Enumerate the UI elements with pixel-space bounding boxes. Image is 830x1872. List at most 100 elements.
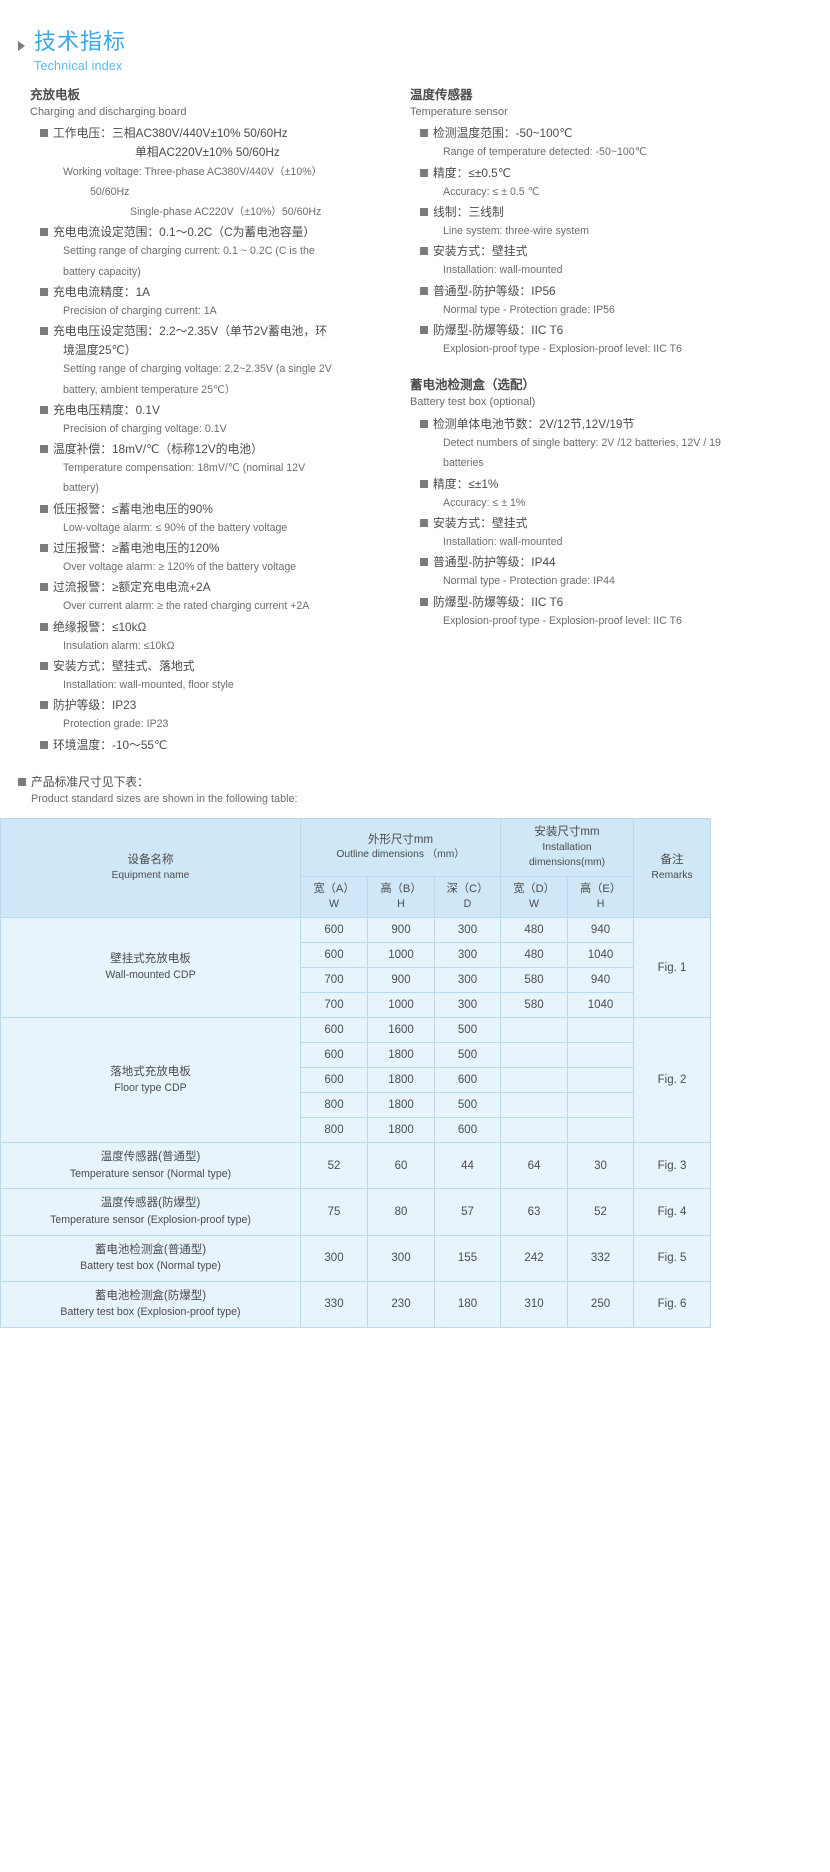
spec-cn-continuation: 单相AC220V±10% 50/60Hz (135, 145, 280, 160)
cell-width-d: 480 (500, 942, 569, 969)
square-bullet-icon (420, 168, 428, 177)
square-bullet-icon (40, 622, 48, 631)
header-outline-dimensions: 外形尺寸mm Outline dimensions （mm） (299, 818, 502, 877)
spec-en-line: Normal type - Protection grade: IP56 (443, 303, 615, 316)
cell-width-d (500, 1017, 569, 1044)
square-bullet-icon (40, 740, 48, 749)
spec-en-line: Normal type - Protection grade: IP44 (443, 575, 615, 588)
spec-item: 低压报警：≤蓄电池电压的90% Low-voltage alarm: ≤ 90%… (30, 500, 382, 537)
square-bullet-icon (420, 286, 428, 295)
spec-en-line: Precision of charging voltage: 0.1V (63, 422, 227, 435)
table-row: 落地式充放电板 Floor type CDP 600 1600 500 Fig.… (0, 1017, 712, 1144)
page-title-cn: 技术指标 (34, 29, 127, 54)
spec-cn-line: 线制：三线制 (410, 203, 788, 222)
spec-cn-line: 普通型-防护等级：IP44 (410, 553, 788, 572)
spec-en-line: Over voltage alarm: ≥ 120% of the batter… (63, 561, 297, 574)
header-equipment-name: 设备名称 Equipment name (0, 818, 301, 919)
cell-height-e (567, 1092, 635, 1119)
spec-item: 温度补偿：18mV/℃（标称12V的电池） Temperature compen… (30, 440, 382, 498)
spec-item: 普通型-防护等级：IP44 Normal type - Protection g… (410, 553, 788, 590)
cell-height-b: 300 (367, 1234, 435, 1282)
cell-height-b: 230 (367, 1280, 435, 1328)
cell-depth-c: 57 (433, 1188, 502, 1236)
cell-width-d: 580 (500, 992, 569, 1019)
square-bullet-icon (40, 661, 48, 670)
square-bullet-icon (420, 558, 428, 567)
spec-cn-line: 充电电流精度：1A (30, 283, 382, 302)
spec-cn-continuation: 境温度25℃） (63, 343, 137, 358)
cell-depth-c: 500 (433, 1017, 502, 1044)
spec-cn-line: 充电电压设定范围：2.2～2.35V（单节2V蓄电池，环 (30, 322, 382, 341)
cell-remark: Fig. 4 (633, 1188, 712, 1236)
square-bullet-icon (40, 543, 48, 552)
spec-en-line: Line system: three-wire system (443, 225, 590, 238)
cell-width-d: 310 (500, 1280, 569, 1328)
spec-item: 防爆型-防爆等级：IIC T6 Explosion-proof type - E… (410, 321, 788, 358)
square-bullet-icon (40, 504, 48, 513)
spec-columns: 充放电板 Charging and discharging board 工作电压… (0, 74, 830, 755)
cell-height-b: 80 (367, 1188, 435, 1236)
cell-width-d (500, 1117, 569, 1144)
spec-en-continuation: battery, ambient temperature 25℃） (63, 383, 236, 396)
spec-item: 安装方式：壁挂式 Installation: wall-mounted (410, 514, 788, 551)
table-row: 700 900 300 580 940 (1, 967, 711, 994)
cell-width-a: 300 (300, 1234, 368, 1282)
spec-cn-line: 精度：≤±0.5℃ (410, 164, 788, 183)
cell-depth-c: 600 (433, 1067, 502, 1094)
cell-height-e (567, 1042, 635, 1069)
square-bullet-icon (420, 208, 428, 217)
cell-height-b: 1600 (367, 1017, 435, 1044)
square-bullet-icon (40, 228, 48, 237)
table-row: 800 1800 500 (1, 1092, 711, 1119)
spec-en-line: Precision of charging current: 1A (63, 304, 217, 317)
cell-remark: Fig. 3 (633, 1142, 712, 1190)
spec-item: 防护等级：IP23 Protection grade: IP23 (30, 696, 382, 733)
spec-en-line: Setting range of charging current: 0.1 ~… (63, 245, 315, 258)
spec-en-continuation: Single-phase AC220V（±10%）50/60Hz (130, 206, 322, 219)
cell-width-d: 480 (500, 917, 569, 944)
page-header: 技术指标 Technical index (0, 0, 830, 74)
header-height-e: 高（E） H (567, 875, 635, 919)
header-width-a: 宽（A） W (300, 875, 368, 919)
cell-width-d: 580 (500, 967, 569, 994)
table-row: 壁挂式充放电板 Wall-mounted CDP 600 900 300 480… (0, 917, 712, 1019)
product-size-table: 设备名称 Equipment name 外形尺寸mm Outline dimen… (0, 818, 712, 1328)
cell-width-d (500, 1042, 569, 1069)
spec-en-line: Insulation alarm: ≤10kΩ (63, 639, 175, 652)
cell-height-e (567, 1067, 635, 1094)
cell-width-a: 52 (300, 1142, 368, 1190)
spec-item: 防爆型-防爆等级：IIC T6 Explosion-proof type - E… (410, 593, 788, 630)
table-row: 蓄电池检测盒(普通型) Battery test box (Normal typ… (0, 1234, 712, 1282)
row-equipment-name: 壁挂式充放电板 Wall-mounted CDP (0, 917, 301, 1019)
spec-cn-line: 绝缘报警：≤10kΩ (30, 618, 382, 637)
group-spacer (410, 360, 788, 374)
triangle-marker-icon (18, 41, 25, 51)
square-bullet-icon (40, 287, 48, 296)
cell-depth-c: 300 (433, 992, 502, 1019)
group-title-en-charging: Charging and discharging board (30, 105, 187, 118)
header-depth-c: 深（C） D (433, 875, 502, 919)
table-intro-cn: 产品标准尺寸见下表： (18, 773, 830, 791)
cell-height-e: 332 (567, 1234, 635, 1282)
table-head: 设备名称 Equipment name 外形尺寸mm Outline dimen… (0, 818, 712, 919)
cell-width-d (500, 1067, 569, 1094)
spec-en-line: Explosion-proof type - Explosion-proof l… (443, 343, 682, 356)
page-title-en: Technical index (34, 58, 123, 73)
cell-width-d (500, 1092, 569, 1119)
cell-height-b: 900 (367, 917, 435, 944)
spec-en-continuation: battery capacity) (63, 265, 141, 278)
spec-cn-line: 精度：≤±1% (410, 475, 788, 494)
cell-depth-c: 600 (433, 1117, 502, 1144)
spec-en-line: Protection grade: IP23 (63, 718, 169, 731)
square-bullet-icon (40, 129, 48, 138)
spec-cn-line: 安装方式：壁挂式 (410, 514, 788, 533)
spec-column-right: 温度传感器 Temperature sensor 检测温度范围：-50~100℃… (388, 84, 788, 755)
cell-height-b: 1000 (367, 992, 435, 1019)
spec-cn-line: 防护等级：IP23 (30, 696, 382, 715)
cell-height-b: 60 (367, 1142, 435, 1190)
cell-depth-c: 300 (433, 967, 502, 994)
spec-cn-line: 过压报警：≥蓄电池电压的120% (30, 539, 382, 558)
spec-item: 绝缘报警：≤10kΩ Insulation alarm: ≤10kΩ (30, 618, 382, 655)
spec-item: 检测单体电池节数：2V/12节,12V/19节 Detect numbers o… (410, 415, 788, 473)
spec-cn-line: 防爆型-防爆等级：IIC T6 (410, 321, 788, 340)
